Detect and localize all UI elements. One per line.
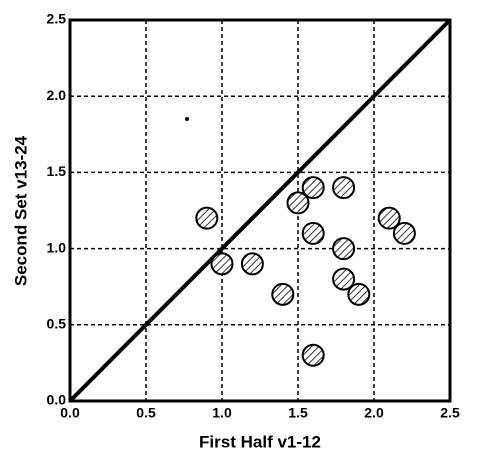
y-tick-label: 1.0 xyxy=(47,239,67,255)
point xyxy=(347,282,371,306)
point xyxy=(332,176,356,200)
y-tick-label: 0.0 xyxy=(47,392,67,408)
x-axis-title: First Half v1-12 xyxy=(199,432,321,451)
y-tick-label: 1.5 xyxy=(47,163,67,179)
point xyxy=(240,252,264,276)
x-tick-label: 1.5 xyxy=(288,405,308,421)
y-tick-label: 2.0 xyxy=(47,87,67,103)
point xyxy=(377,206,401,230)
x-tick-label: 2.0 xyxy=(364,405,384,421)
point xyxy=(210,252,234,276)
x-tick-label: 2.5 xyxy=(440,405,460,421)
point xyxy=(185,117,190,122)
point xyxy=(332,237,356,261)
x-tick-label: 0.0 xyxy=(60,405,80,421)
point xyxy=(286,191,310,215)
point xyxy=(301,343,325,367)
y-tick-label: 0.5 xyxy=(47,316,67,332)
plot-frame xyxy=(68,18,452,403)
point xyxy=(301,221,325,245)
point xyxy=(301,176,325,200)
reference-line xyxy=(68,18,452,403)
point xyxy=(271,282,295,306)
y-tick-label: 2.5 xyxy=(47,11,67,27)
point xyxy=(392,221,416,245)
point xyxy=(195,206,219,230)
x-tick-label: 0.5 xyxy=(136,405,156,421)
x-tick-label: 1.0 xyxy=(212,405,232,421)
point xyxy=(332,267,356,291)
y-axis-title: Second Set v13-24 xyxy=(11,135,30,286)
